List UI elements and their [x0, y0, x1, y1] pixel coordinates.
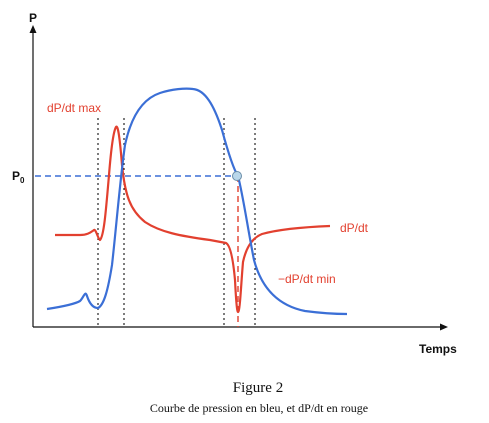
- derivative-curve: [55, 125, 331, 314]
- y-axis-label: P: [29, 11, 37, 25]
- p0-marker: [232, 171, 242, 181]
- p0-label-main: P: [12, 169, 20, 183]
- dpdt-max-label: dP/dt max: [47, 101, 101, 115]
- dpdt-min-label: −dP/dt min: [278, 272, 336, 286]
- p0-label: P0: [12, 169, 25, 185]
- y-axis-arrow-icon: [29, 25, 37, 33]
- pressure-curve: [46, 87, 348, 316]
- figure-subtitle: Courbe de pression en bleu, et dP/dt en …: [150, 401, 368, 415]
- x-axis-label: Temps: [419, 342, 457, 356]
- dpdt-label: dP/dt: [340, 221, 369, 235]
- x-axis-arrow-icon: [440, 323, 448, 331]
- p0-label-subscript: 0: [20, 176, 25, 185]
- figure-title: Figure 2: [233, 380, 283, 396]
